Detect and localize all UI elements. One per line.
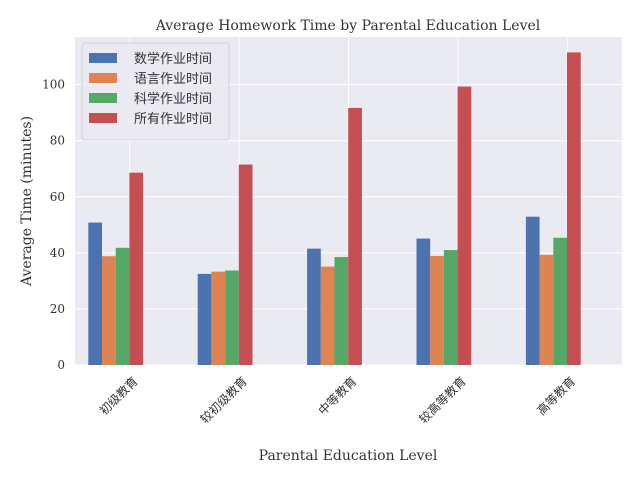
bar — [567, 52, 581, 366]
legend-swatch — [89, 53, 117, 63]
legend-swatch — [89, 113, 117, 123]
bar — [320, 266, 335, 365]
x-tick-label: 较初级教育 — [197, 373, 250, 426]
bars — [88, 52, 581, 366]
bar — [443, 250, 458, 365]
bar — [525, 216, 540, 365]
bar — [334, 257, 349, 365]
x-tick-label: 较高等教育 — [416, 373, 469, 426]
bar — [416, 238, 431, 365]
y-axis-label: Average Time (minutes) — [19, 116, 35, 287]
y-tick-label: 0 — [57, 358, 65, 372]
bar — [225, 270, 239, 365]
chart-title: Average Homework Time by Parental Educat… — [155, 18, 541, 34]
bar — [348, 107, 362, 365]
bar — [430, 255, 444, 365]
legend-label: 数学作业时间 — [134, 51, 212, 67]
y-tick-label: 20 — [50, 302, 65, 316]
legend-box — [81, 42, 230, 141]
legend-label: 语言作业时间 — [134, 72, 212, 87]
x-axis-label: Parental Education Level — [259, 448, 438, 464]
bar — [88, 222, 102, 365]
legend-swatch — [89, 73, 117, 83]
bar — [197, 273, 212, 365]
legend-label: 所有作业时间 — [134, 112, 212, 127]
bar — [102, 256, 116, 365]
x-tick-label: 高等教育 — [534, 373, 579, 418]
y-tick-label: 60 — [50, 190, 65, 204]
y-tick-label: 100 — [42, 78, 65, 92]
y-tick-label: 40 — [50, 246, 65, 260]
x-axis-ticks: 初级教育 较初级教育 中等教育 较高等教育 高等教育 — [96, 373, 578, 426]
bar — [238, 164, 253, 365]
bar — [553, 237, 567, 365]
bar — [211, 271, 226, 365]
legend-swatch — [89, 93, 117, 103]
x-tick-label: 中等教育 — [315, 373, 360, 418]
bar — [115, 247, 130, 365]
bar — [539, 254, 554, 365]
bar — [457, 86, 472, 365]
y-axis-ticks: 0 20 40 60 80 100 — [42, 78, 65, 372]
y-tick-label: 80 — [50, 134, 65, 148]
bar — [129, 172, 144, 365]
legend-label: 科学作业时间 — [134, 91, 212, 107]
bar — [307, 248, 321, 365]
x-tick-label: 初级教育 — [96, 373, 141, 418]
